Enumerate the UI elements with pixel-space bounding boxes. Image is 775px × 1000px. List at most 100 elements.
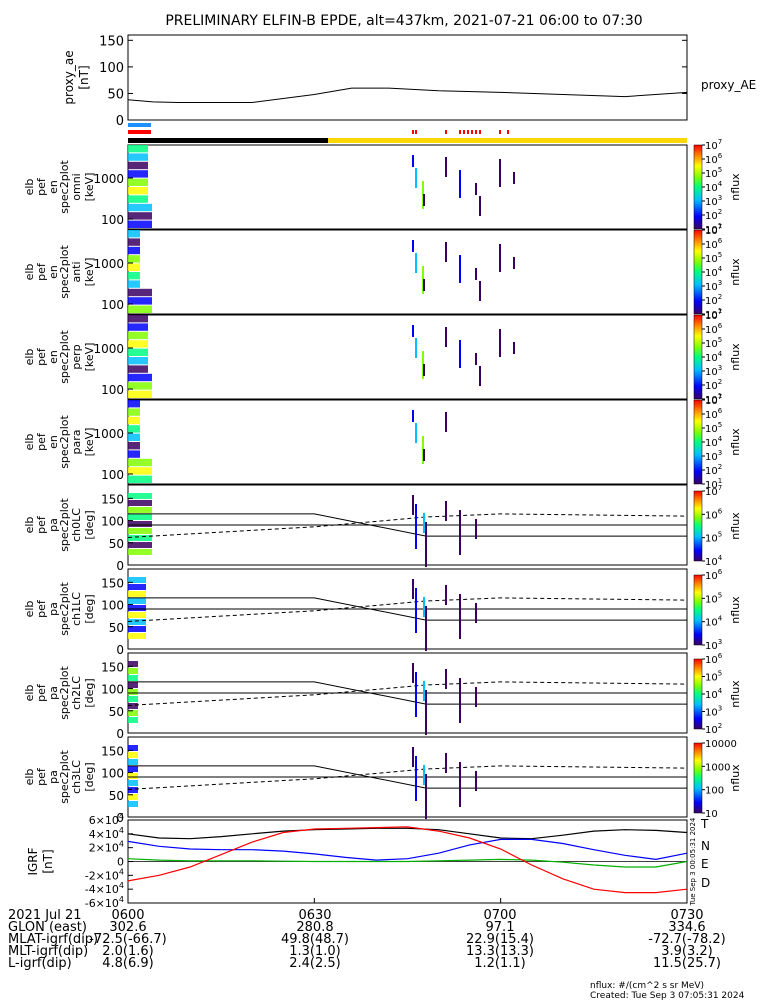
pitch-angle-cell xyxy=(128,759,138,765)
spectrogram-ylabel: elb xyxy=(23,434,36,451)
spectrogram-event xyxy=(415,168,417,188)
spectrogram-colorbar-tick-label: 106 xyxy=(705,322,723,336)
spectrogram-colorbar-tick-label: 104 xyxy=(705,435,723,449)
pitch-angle-ylabel: spec2plot xyxy=(58,750,71,804)
proxy-ae-panel: 0 50 100 150 proxy_ae [nT] proxy_AE xyxy=(62,34,756,129)
spectrogram-event xyxy=(423,194,425,206)
pitch-angle-event xyxy=(459,762,461,807)
pitch-angle-ylabel: elb xyxy=(23,685,36,702)
pitch-angle-colorbar-tick-label: 104 xyxy=(705,615,723,629)
pitch-angle-cell xyxy=(128,696,138,702)
fgm-tick xyxy=(415,130,417,134)
spectrogram-cell xyxy=(128,212,152,220)
fgm-tick xyxy=(499,130,501,134)
spectrogram-event xyxy=(475,353,477,365)
pitch-angle-ylabel: [deg] xyxy=(83,762,96,791)
ephemeris-value: 97.1 xyxy=(486,920,515,935)
fgm-tick xyxy=(479,130,481,134)
igrf-legend-E: E xyxy=(701,857,709,871)
figure-title: PRELIMINARY ELFIN-B EPDE, alt=437km, 202… xyxy=(165,13,642,29)
pitch-angle-cell xyxy=(128,521,152,527)
spectrogram-cell xyxy=(128,170,148,178)
spectrogram-event xyxy=(412,325,414,337)
spectrogram-cell xyxy=(128,161,148,170)
spectrogram-colorbar-tick-label: 101 xyxy=(705,477,722,491)
spectrogram-event xyxy=(423,279,425,291)
spectrogram-colorbar-tick-label: 107 xyxy=(705,138,722,152)
fgm-tick xyxy=(459,130,461,134)
pitch-angle-tick-label: 50 xyxy=(109,537,124,551)
pitch-angle-cell xyxy=(128,717,138,723)
spectrogram-cell xyxy=(128,305,152,313)
spectrogram-cell xyxy=(128,467,152,475)
ephemeris-date: 2021 Jul 21 xyxy=(8,908,82,923)
pitch-angle-cell xyxy=(128,542,152,548)
pitch-angle-ylabel: ch1LC xyxy=(70,592,83,626)
pitch-angle-colorbar-label: nflux xyxy=(729,512,742,540)
pitch-angle-cell xyxy=(128,661,138,667)
pitch-angle-ylabel: pef xyxy=(35,683,48,702)
pitch-angle-tick-label: 100 xyxy=(101,767,124,781)
spectrogram-event xyxy=(445,157,447,177)
spectrogram-colorbar-tick-label: 103 xyxy=(705,279,722,293)
igrf-tick-label: 4×104 xyxy=(89,826,124,841)
pitch-angle-ylabel: ch0LC xyxy=(70,508,83,542)
spectrogram-cell xyxy=(128,195,148,203)
spectrogram-tick-label: 100 xyxy=(101,298,124,312)
spectrogram-cell xyxy=(128,288,152,297)
spectrogram-cell xyxy=(128,153,148,161)
spectrogram-ylabel: en xyxy=(47,180,60,194)
pitch-angle-tick-label: 50 xyxy=(109,705,124,719)
pitch-angle-tick-label: 0 xyxy=(116,643,124,657)
spectrogram-event xyxy=(513,257,515,269)
pitch-angle-cell xyxy=(128,703,138,709)
igrf-ylabel-unit: [nT] xyxy=(41,849,55,873)
spectrogram-colorbar-tick-label: 102 xyxy=(705,208,722,222)
pitch-angle-colorbar xyxy=(693,574,703,646)
spectrogram-event xyxy=(475,268,477,280)
fgm-tick xyxy=(445,130,447,134)
spectrogram-colorbar-tick-label: 101 xyxy=(705,222,722,236)
fgm-tick xyxy=(467,130,469,134)
spectrogram-ylabel: [keV] xyxy=(83,258,96,287)
spectrogram-cell xyxy=(128,400,140,408)
pitch-angle-cell xyxy=(128,675,138,681)
ephemeris-value: 11.5(25.7) xyxy=(653,956,721,971)
ephemeris-value: 2.0(1.6) xyxy=(102,944,154,959)
spectrogram-cell xyxy=(128,145,148,153)
spectrogram-colorbar-tick-label: 102 xyxy=(705,293,722,307)
spectrogram-event xyxy=(445,242,447,262)
night-side-bar xyxy=(128,138,328,143)
spectrogram-colorbar-tick-label: 106 xyxy=(705,152,723,166)
spectrogram-ylabel: en xyxy=(47,265,60,279)
spectrogram-cell xyxy=(128,187,148,195)
spectrogram-ylabel: pef xyxy=(35,347,48,366)
pitch-angle-tick-label: 0 xyxy=(116,727,124,741)
spectrogram-colorbar xyxy=(693,314,703,400)
anti-loss-cone-line xyxy=(127,513,688,538)
pitch-angle-cell xyxy=(128,745,138,751)
proxy-ae-tick-label: 50 xyxy=(107,87,124,102)
day-side-bar xyxy=(328,138,687,143)
loss-cone-line xyxy=(128,597,687,621)
pitch-angle-cell xyxy=(128,612,146,618)
spectrogram-frame xyxy=(127,314,688,400)
footer-units: nflux: #/(cm^2 s sr MeV) xyxy=(590,981,704,991)
spectrogram-cell xyxy=(128,263,140,271)
spectrogram-event xyxy=(499,244,501,272)
pitch-angle-colorbar-tick-label: 10000 xyxy=(705,739,737,750)
pitch-angle-colorbar xyxy=(693,658,703,730)
spectrogram-colorbar-tick-label: 105 xyxy=(705,251,722,265)
igrf-side-stamp: Tue Sep 3 00:05:31 2024 xyxy=(689,817,697,906)
pitch-angle-event xyxy=(425,690,427,735)
spectrogram-event xyxy=(459,340,461,368)
spectrogram-cell xyxy=(128,382,152,390)
spectrogram-cell xyxy=(128,315,148,323)
ephemeris-value: 2.4(2.5) xyxy=(289,956,341,971)
pitch-angle-tick-label: 50 xyxy=(109,789,124,803)
igrf-tick-label: -6×104 xyxy=(85,895,124,910)
spectrogram-cell xyxy=(128,230,140,238)
pitch-angle-tick-label: 150 xyxy=(101,660,124,674)
